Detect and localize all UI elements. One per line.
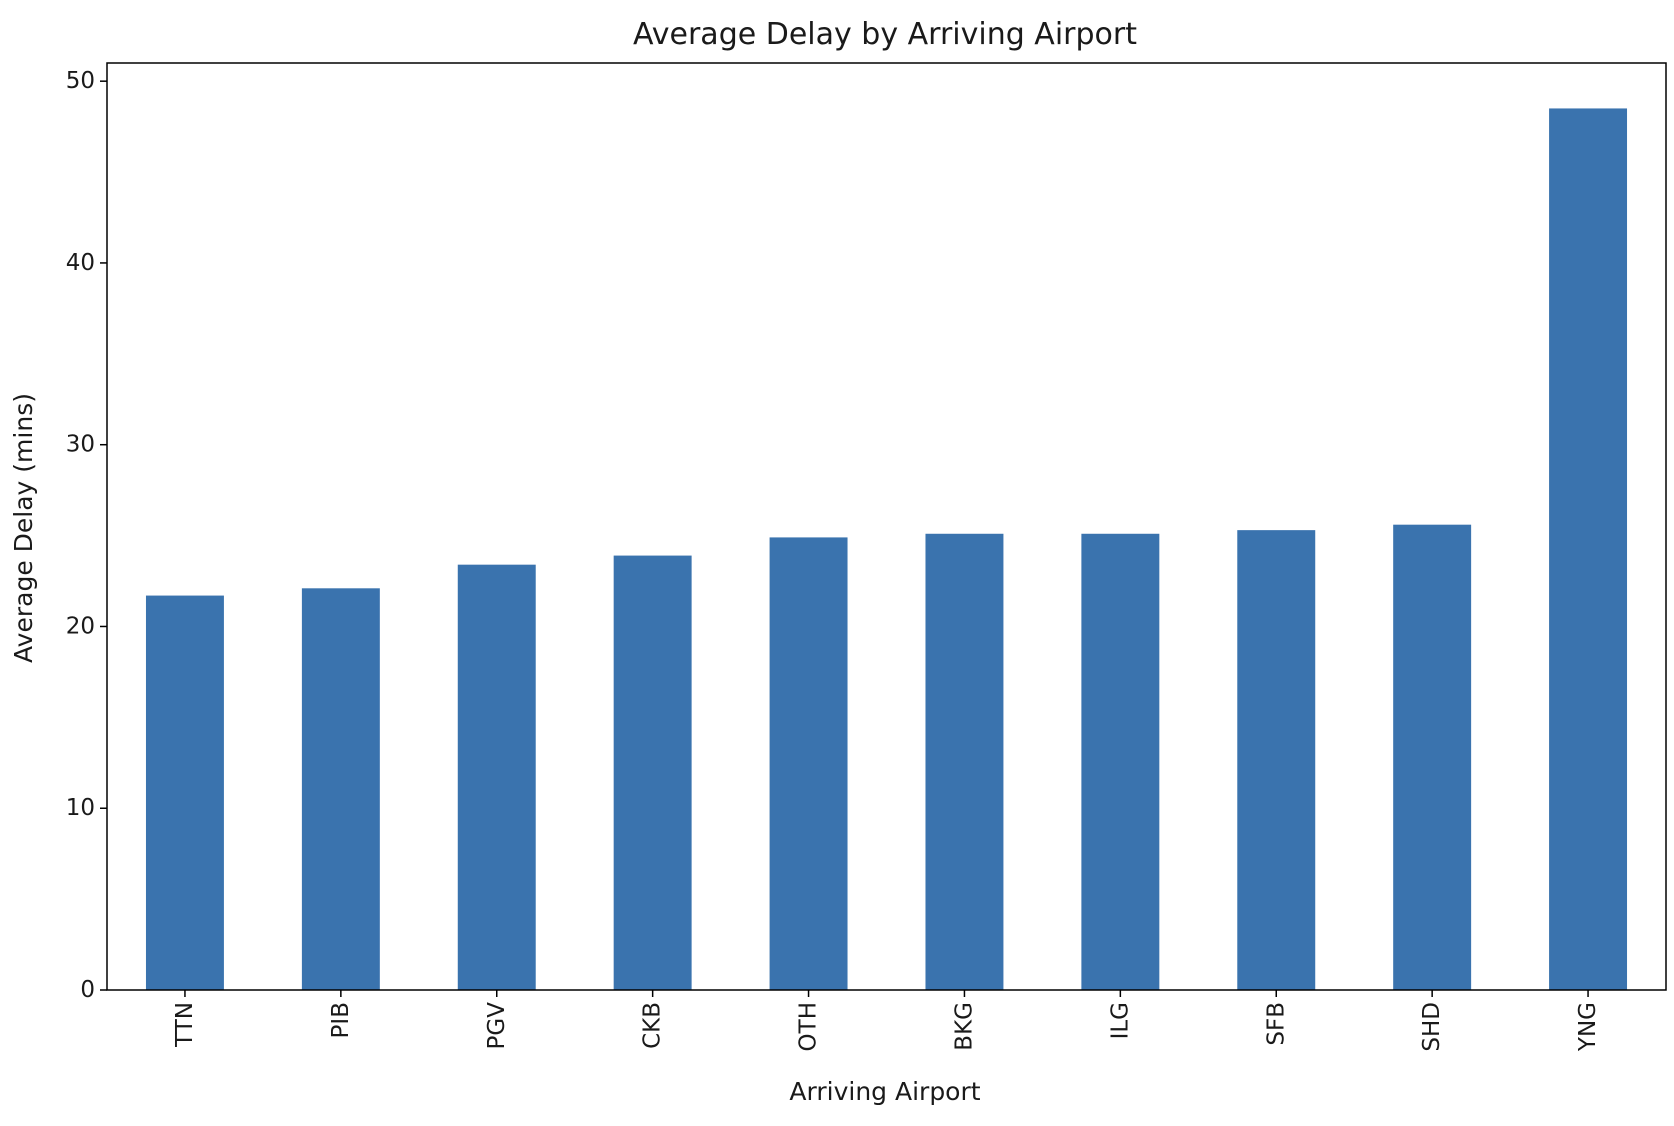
bar-ttn [145, 595, 224, 990]
bar-oth [769, 537, 848, 990]
y-axis-label: Average Delay (mins) [9, 393, 38, 663]
y-tick-label: 50 [66, 68, 95, 94]
axes-layer [106, 62, 1667, 991]
y-tick-label: 0 [80, 977, 95, 1003]
plot-frame [106, 62, 1667, 991]
x-tick-label: BKG [951, 1002, 977, 1051]
x-tick-label: TTN [172, 1002, 198, 1048]
x-axis-label: Arriving Airport [789, 1077, 980, 1106]
x-tick-label: ILG [1107, 1002, 1133, 1039]
x-tick-label: PGV [484, 1002, 510, 1050]
bars-layer [145, 108, 1628, 990]
y-tick-label: 10 [66, 795, 95, 821]
bar-sfb [1237, 530, 1316, 990]
y-tick-label: 40 [66, 250, 95, 276]
x-tick-label: PIB [328, 1002, 354, 1038]
x-tick-label: CKB [640, 1002, 666, 1049]
chart-title: Average Delay by Arriving Airport [633, 17, 1137, 52]
bar-shd [1393, 524, 1472, 990]
bar-pgv [457, 564, 536, 990]
bar-ilg [1081, 533, 1160, 990]
ticks-layer: TTN PIB PGV CKB OTH BKG ILG SFB SHD YNG 0 10 20 30 40 5… [66, 68, 1601, 1052]
y-tick-label: 30 [66, 432, 95, 458]
x-tick-label: SFB [1263, 1002, 1289, 1046]
bar-ckb [613, 555, 692, 990]
x-tick-label: OTH [796, 1002, 822, 1051]
y-tick-label: 20 [66, 613, 95, 639]
bar-pib [301, 588, 380, 990]
x-tick-label: SHD [1419, 1002, 1445, 1052]
bar-bkg [925, 533, 1004, 990]
x-tick-label: YNG [1575, 1002, 1601, 1052]
bar-yng [1549, 108, 1628, 990]
